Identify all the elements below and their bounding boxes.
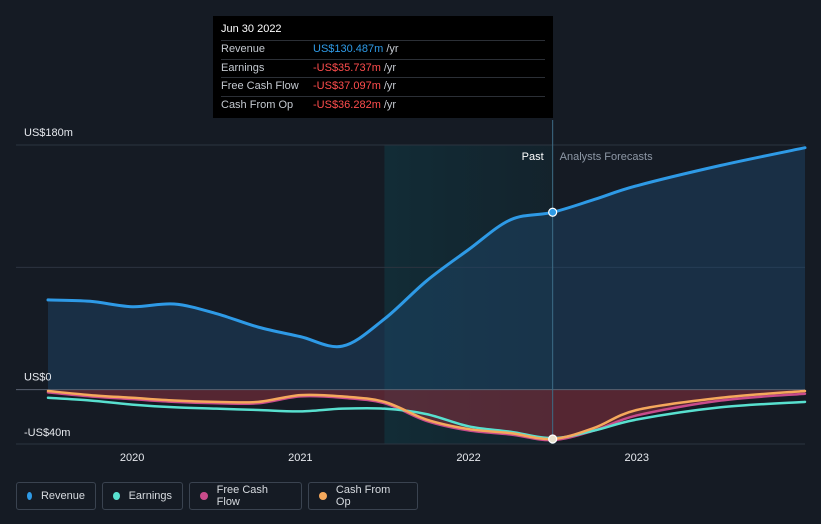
- tooltip-row-cash-from-op: Cash From Op -US$36.282m /yr: [221, 95, 545, 115]
- legend-label: Earnings: [128, 490, 172, 502]
- legend-item-free-cash-flow[interactable]: Free Cash Flow: [189, 482, 302, 510]
- tooltip-unit: /yr: [383, 61, 397, 74]
- cash-from-op-dot-icon: [319, 492, 327, 500]
- y-tick-label: US$180m: [24, 127, 73, 139]
- tooltip-row-revenue: Revenue US$130.487m /yr: [221, 40, 545, 59]
- tooltip-label: Cash From Op: [221, 98, 294, 111]
- analysts-forecasts-label: Analysts Forecasts: [560, 151, 653, 163]
- tooltip-label: Free Cash Flow: [221, 80, 299, 92]
- tooltip-row-free-cash-flow: Free Cash Flow -US$37.097m /yr: [221, 77, 545, 96]
- tooltip-value: US$130.487m: [313, 43, 384, 55]
- x-tick-label: 2022: [456, 452, 480, 464]
- legend-item-cash-from-op[interactable]: Cash From Op: [308, 482, 418, 510]
- tooltip-label: Earnings: [221, 61, 265, 74]
- revenue-area: [48, 147, 805, 390]
- revenue-line: [46, 146, 807, 349]
- x-axis-labels: 2020 2021 2022 2023: [120, 452, 649, 464]
- tooltip-row-earnings: Earnings -US$35.737m /yr: [221, 58, 545, 78]
- legend-label: Cash From Op: [335, 484, 391, 508]
- free-cash-flow-dot-icon: [200, 492, 208, 500]
- tooltip-value: -US$35.737m: [313, 61, 381, 74]
- revenue-dot-icon: [27, 492, 32, 500]
- legend-item-revenue[interactable]: Revenue: [16, 482, 96, 510]
- legend: Revenue Earnings Free Cash Flow Cash Fro…: [16, 482, 418, 510]
- tooltip-unit: /yr: [383, 80, 397, 92]
- tooltip-date: Jun 30 2022: [221, 23, 282, 35]
- cash-from-op-marker: [548, 434, 558, 444]
- tooltip-unit: /yr: [383, 98, 397, 111]
- y-tick-label: US$0: [24, 372, 52, 384]
- hover-markers: [548, 207, 558, 444]
- earnings-line: [46, 396, 807, 440]
- past-label: Past: [522, 151, 544, 163]
- cash-from-op-line: [46, 389, 807, 441]
- tooltip-unit: /yr: [386, 43, 399, 55]
- y-tick-label: -US$40m: [24, 427, 70, 439]
- tooltip-value: -US$37.097m: [313, 80, 381, 92]
- gridlines: [16, 144, 805, 445]
- x-tick-label: 2023: [625, 452, 649, 464]
- legend-label: Revenue: [40, 490, 85, 502]
- x-tick-label: 2020: [120, 452, 144, 464]
- y-axis-labels: US$180m US$0 -US$40m: [24, 127, 73, 439]
- revenue-marker: [548, 207, 558, 217]
- legend-label: Free Cash Flow: [216, 484, 269, 508]
- tooltip-value: -US$36.282m: [313, 98, 381, 111]
- data-tooltip: Jun 30 2022 Revenue US$130.487m /yr Earn…: [213, 16, 553, 118]
- x-tick-label: 2021: [288, 452, 312, 464]
- tooltip-label: Revenue: [221, 43, 266, 55]
- series-lines: [46, 146, 807, 442]
- legend-item-earnings[interactable]: Earnings: [102, 482, 183, 510]
- earnings-dot-icon: [113, 492, 120, 500]
